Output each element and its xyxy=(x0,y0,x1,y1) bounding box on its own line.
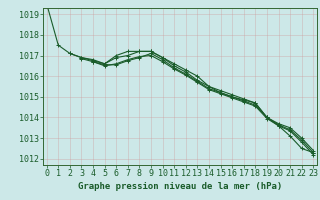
X-axis label: Graphe pression niveau de la mer (hPa): Graphe pression niveau de la mer (hPa) xyxy=(78,182,282,191)
